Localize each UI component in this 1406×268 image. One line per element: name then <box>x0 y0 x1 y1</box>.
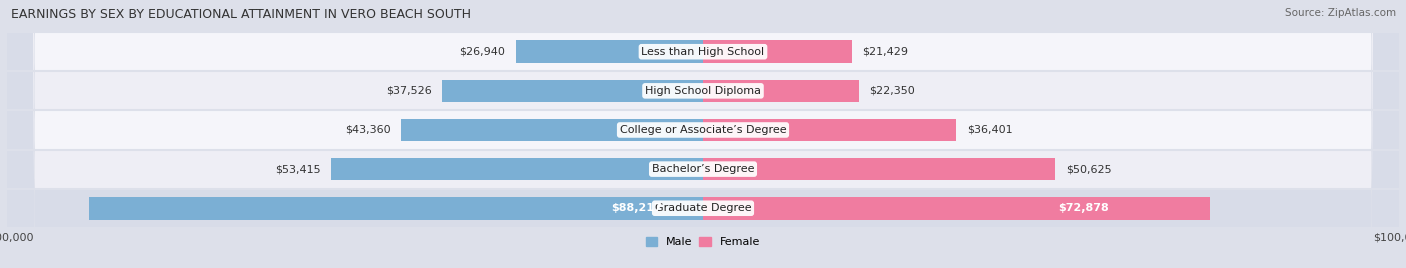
Bar <box>703 40 852 63</box>
FancyBboxPatch shape <box>7 0 1399 268</box>
Bar <box>703 80 859 102</box>
FancyBboxPatch shape <box>7 0 1399 268</box>
Text: EARNINGS BY SEX BY EDUCATIONAL ATTAINMENT IN VERO BEACH SOUTH: EARNINGS BY SEX BY EDUCATIONAL ATTAINMEN… <box>11 8 471 21</box>
FancyBboxPatch shape <box>7 0 1399 268</box>
Bar <box>703 197 1211 219</box>
Text: $88,217: $88,217 <box>610 203 662 213</box>
Bar <box>441 80 703 102</box>
Bar <box>332 158 703 180</box>
Text: $22,350: $22,350 <box>869 86 915 96</box>
Text: $53,415: $53,415 <box>276 164 321 174</box>
FancyBboxPatch shape <box>7 0 1399 268</box>
Text: Less than High School: Less than High School <box>641 47 765 57</box>
Bar <box>703 158 1056 180</box>
Text: $37,526: $37,526 <box>385 86 432 96</box>
Text: $72,878: $72,878 <box>1059 203 1109 213</box>
Text: $43,360: $43,360 <box>344 125 391 135</box>
Text: $36,401: $36,401 <box>967 125 1012 135</box>
Bar <box>401 119 703 141</box>
Text: College or Associate’s Degree: College or Associate’s Degree <box>620 125 786 135</box>
Bar <box>89 197 703 219</box>
Text: Bachelor’s Degree: Bachelor’s Degree <box>652 164 754 174</box>
Legend: Male, Female: Male, Female <box>641 232 765 252</box>
Text: $21,429: $21,429 <box>862 47 908 57</box>
Text: $50,625: $50,625 <box>1066 164 1111 174</box>
Text: Source: ZipAtlas.com: Source: ZipAtlas.com <box>1285 8 1396 18</box>
Bar <box>516 40 703 63</box>
FancyBboxPatch shape <box>7 0 1399 268</box>
Text: Graduate Degree: Graduate Degree <box>655 203 751 213</box>
Text: High School Diploma: High School Diploma <box>645 86 761 96</box>
Text: $26,940: $26,940 <box>460 47 505 57</box>
Bar <box>703 119 956 141</box>
